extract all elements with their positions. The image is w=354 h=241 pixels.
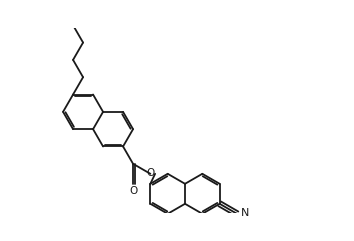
Text: O: O [147,168,155,178]
Text: O: O [130,186,138,196]
Text: N: N [241,208,249,218]
